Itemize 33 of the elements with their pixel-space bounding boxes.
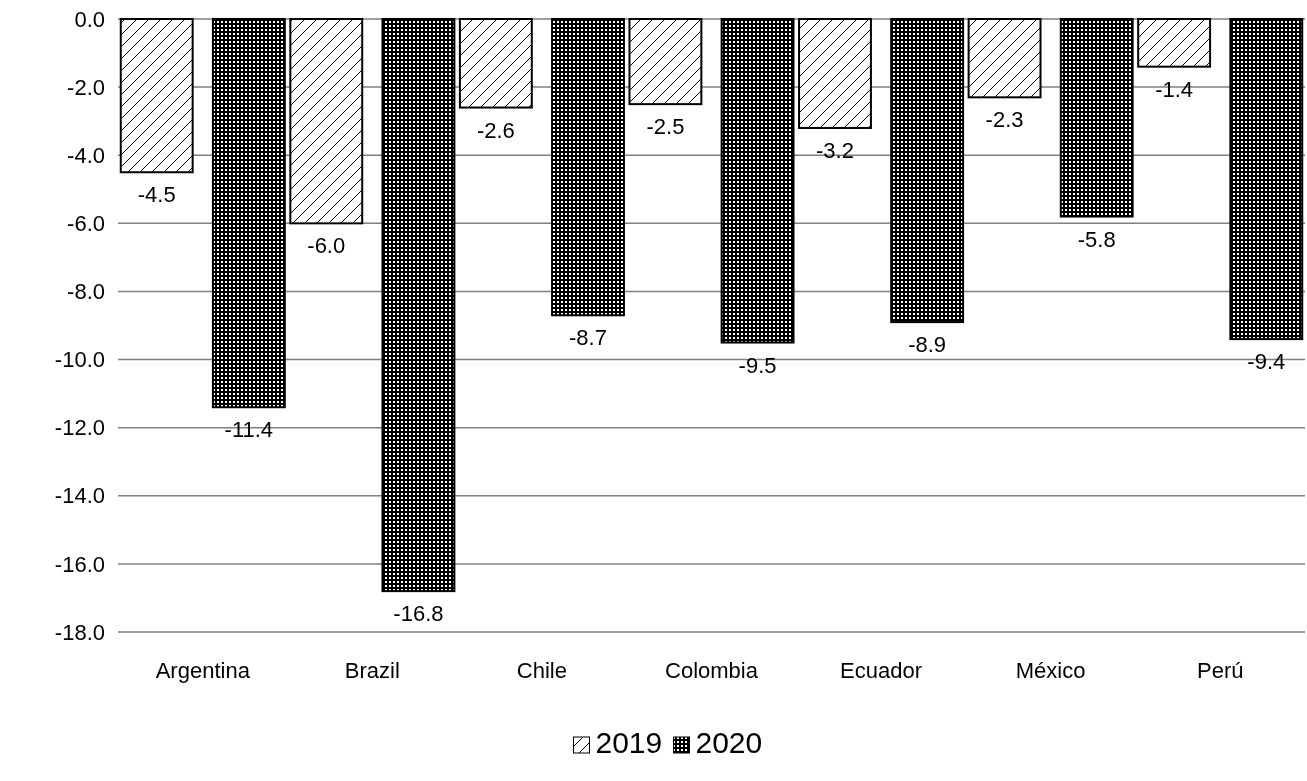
x-tick-label: México — [1015, 658, 1086, 683]
x-tick-label: Perú — [1196, 658, 1244, 683]
x-tick-label: Brazil — [344, 658, 400, 683]
data-label: -1.4 — [1155, 76, 1194, 102]
data-label: -9.4 — [1247, 349, 1286, 375]
data-label: -2.6 — [476, 117, 515, 143]
y-tick-label: -10.0 — [54, 347, 105, 373]
data-label: -9.5 — [738, 352, 777, 378]
x-tick-label: Argentina — [155, 658, 251, 683]
legend-label: 2020 — [695, 726, 763, 759]
legend-label: 2019 — [595, 726, 663, 759]
y-tick-label: -14.0 — [54, 483, 105, 509]
data-label: -5.8 — [1077, 226, 1116, 252]
y-tick-label: -16.0 — [54, 551, 105, 577]
data-label: -4.5 — [137, 182, 176, 208]
data-label: -2.3 — [985, 107, 1024, 133]
y-tick-label: -12.0 — [54, 415, 105, 441]
data-label: -16.8 — [393, 601, 444, 627]
y-tick-label: -4.0 — [67, 142, 105, 168]
x-tick-label: Ecuador — [840, 658, 923, 683]
data-label: -11.4 — [224, 417, 274, 443]
data-label: -2.5 — [646, 114, 685, 140]
x-tick-label: Colombia — [665, 658, 759, 683]
x-tick-label: Chile — [516, 658, 567, 683]
data-label: -8.7 — [569, 325, 607, 351]
y-tick-label: -2.0 — [67, 74, 105, 100]
data-label: -8.9 — [908, 332, 947, 358]
y-tick-label: 0.0 — [74, 6, 105, 32]
y-tick-label: -8.0 — [67, 279, 105, 305]
data-label: -3.2 — [816, 137, 854, 163]
y-tick-label: -6.0 — [67, 211, 105, 237]
data-label: -6.0 — [307, 233, 346, 259]
y-tick-label: -18.0 — [54, 619, 105, 645]
